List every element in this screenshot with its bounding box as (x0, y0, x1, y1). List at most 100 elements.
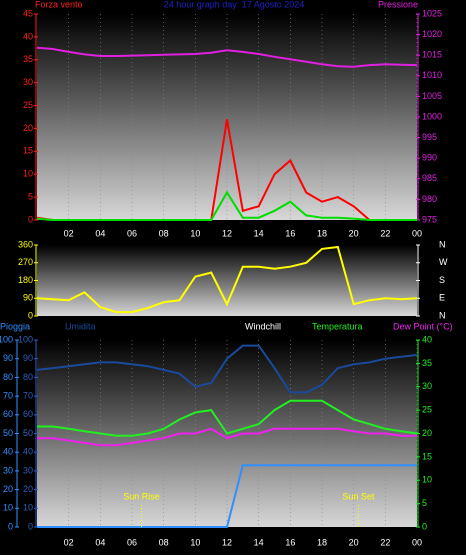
y-tick-label: 90 (23, 293, 33, 303)
y2-axis-title: Pressione (378, 0, 418, 9)
x-tick-label: 22 (380, 537, 390, 547)
y3-tick-label: 90 (3, 353, 13, 363)
y2-tick-label: 1010 (422, 70, 442, 80)
annotation: Sun Rise (123, 491, 160, 501)
y-tick-label: 100 (18, 334, 33, 344)
x-tick-label: 08 (159, 537, 169, 547)
x-tick-label: 00 (412, 537, 422, 547)
y2-tick-label: 1025 (422, 8, 442, 18)
y-tick-label: 30 (23, 77, 33, 87)
y-tick-label: 5 (28, 191, 33, 201)
y2-tick-label: 20 (422, 428, 432, 438)
y-tick-label: 360 (18, 239, 33, 249)
series-line (37, 427, 417, 447)
x-tick-label: 12 (222, 228, 232, 238)
legend-label: Pioggia (0, 321, 30, 331)
y-tick-label: 10 (23, 169, 33, 179)
x-tick-label: 16 (285, 228, 295, 238)
y3-tick-label: 100 (0, 334, 13, 344)
x-tick-label: 14 (254, 228, 264, 238)
y3-tick-label: 60 (3, 409, 13, 419)
y-tick-label: 50 (23, 428, 33, 438)
chart-title: 24 hour graph day: 17 Agosto 2024 (164, 0, 305, 9)
x-tick-label: 20 (349, 228, 359, 238)
legend-label: Temperatura (312, 321, 363, 331)
y2-tick-label: 980 (422, 194, 437, 204)
y-tick-label: 0 (28, 310, 33, 320)
y-tick-label: 180 (18, 275, 33, 285)
y2-tick-label: N (439, 239, 446, 249)
x-tick-label: 00 (412, 228, 422, 238)
y-tick-label: 60 (23, 409, 33, 419)
x-tick-label: 04 (95, 228, 105, 238)
y3-tick-label: 0 (8, 521, 13, 531)
x-tick-label: 22 (380, 228, 390, 238)
y-axis-title: Forza vento (35, 0, 83, 9)
y2-tick-label: W (439, 257, 448, 267)
x-tick-label: 06 (127, 537, 137, 547)
y2-tick-label: E (439, 293, 445, 303)
y2-tick-label: 0 (422, 521, 427, 531)
y-tick-label: 20 (23, 484, 33, 494)
x-tick-label: 02 (64, 537, 74, 547)
series-line (36, 344, 418, 394)
y-tick-label: 70 (23, 390, 33, 400)
y-tick-label: 45 (23, 8, 33, 18)
series-line (37, 464, 417, 528)
x-tick-label: 18 (317, 537, 327, 547)
y3-tick-label: 50 (3, 428, 13, 438)
x-tick-label: 04 (95, 537, 105, 547)
y-tick-label: 10 (23, 503, 33, 513)
x-tick-label: 20 (349, 537, 359, 547)
y2-tick-label: 15 (422, 451, 432, 461)
y2-tick-label: 995 (422, 132, 437, 142)
y3-tick-label: 10 (3, 503, 13, 513)
x-tick-label: 14 (254, 537, 264, 547)
y2-tick-label: 1020 (422, 29, 442, 39)
y2-tick-label: 10 (422, 475, 432, 485)
y2-tick-label: 1005 (422, 91, 442, 101)
y2-tick-label: 985 (422, 173, 437, 183)
y-tick-label: 30 (23, 465, 33, 475)
series-line (37, 399, 418, 437)
y-tick-label: 40 (23, 31, 33, 41)
legend-label: Umidita (65, 321, 96, 331)
y-tick-label: 35 (23, 54, 33, 64)
y2-tick-label: 990 (422, 153, 437, 163)
y3-tick-label: 20 (3, 484, 13, 494)
y2-tick-label: S (439, 275, 445, 285)
x-tick-label: 16 (285, 537, 295, 547)
y2-tick-label: 1015 (422, 50, 442, 60)
y-tick-label: 40 (23, 447, 33, 457)
y-tick-label: 0 (28, 521, 33, 531)
x-tick-label: 12 (222, 537, 232, 547)
y-tick-label: 15 (23, 146, 33, 156)
y-tick-label: 90 (23, 353, 33, 363)
x-tick-label: 02 (64, 228, 74, 238)
series-line (36, 190, 417, 221)
y2-tick-label: 25 (422, 405, 432, 415)
x-tick-label: 10 (190, 228, 200, 238)
x-tick-label: 10 (190, 537, 200, 547)
y-tick-label: 80 (23, 372, 33, 382)
windchill-label: Windchill (245, 321, 281, 331)
y2-tick-label: 35 (422, 358, 432, 368)
y2-tick-label: 30 (422, 381, 432, 391)
y2-tick-label: N (439, 310, 446, 320)
y2-tick-label: 40 (422, 334, 432, 344)
legend-label: Dew Point (°C) (393, 321, 453, 331)
y3-tick-label: 70 (3, 390, 13, 400)
plot-area (37, 14, 417, 220)
x-tick-label: 08 (159, 228, 169, 238)
y-tick-label: 20 (23, 123, 33, 133)
y2-tick-label: 5 (422, 498, 427, 508)
y-tick-label: 25 (23, 100, 33, 110)
x-tick-label: 06 (127, 228, 137, 238)
series-line (36, 245, 418, 314)
series-line (36, 46, 418, 68)
y-tick-label: 270 (18, 257, 33, 267)
y-tick-label: 0 (28, 214, 33, 224)
annotation: Sun Set (342, 491, 375, 501)
y2-tick-label: 1000 (422, 111, 442, 121)
